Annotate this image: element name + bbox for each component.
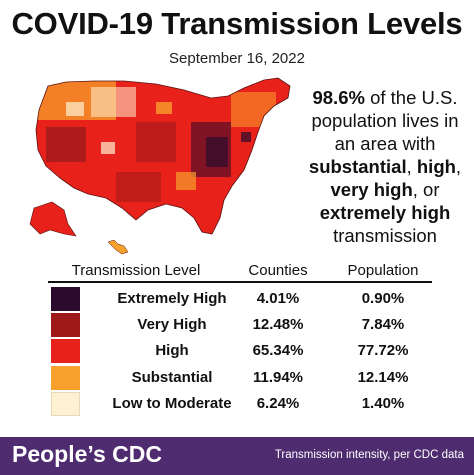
level-color-swatch (51, 313, 80, 338)
table-body: Extremely High 4.01% 0.90% Very High 12.48% 7… (38, 285, 438, 416)
level-color-swatch (51, 391, 80, 416)
row-population-value: 1.40% (361, 394, 405, 412)
callout-comma-1: , (406, 156, 417, 177)
callout-text-1: of the U.S. population lives in an area … (311, 87, 459, 154)
row-level-label: Extremely High (117, 290, 227, 307)
row-counties-value: 11.94% (252, 368, 304, 386)
row-population-value: 7.84% (361, 316, 405, 334)
table-header: Transmission Level Counties Population (38, 259, 438, 285)
chart-title: COVID-19 Transmission Levels (11, 6, 463, 41)
callout-comma-2: , (455, 156, 462, 177)
row-counties-value: 65.34% (252, 342, 304, 360)
callout-percent: 98.6% (312, 87, 365, 108)
row-level-label: Low to Moderate (112, 394, 232, 412)
hawaii-shape (107, 239, 129, 255)
level-color-swatch (51, 365, 80, 390)
map-counties (36, 78, 290, 234)
source-note: Transmission intensity, per CDC data (274, 449, 464, 461)
population-callout: 98.6% of the U.S. population lives in an… (300, 86, 470, 247)
header-divider (48, 281, 432, 283)
row-level-label: Very High (137, 316, 207, 334)
row-level-label: Substantial (131, 368, 213, 386)
header-transmission-level: Transmission Level (71, 262, 201, 279)
footer-bar: People’s CDC Transmission intensity, per… (0, 437, 474, 475)
table-row: Extremely High 4.01% 0.90% (38, 285, 438, 311)
table-row: Low to Moderate 6.24% 1.40% (38, 390, 438, 416)
callout-extremely-high: extremely high (319, 202, 451, 223)
header-population: Population (347, 262, 419, 279)
table-row: High 65.34% 77.72% (38, 337, 438, 364)
level-color-swatch (51, 287, 80, 311)
table-row: Substantial 11.94% 12.14% (38, 364, 438, 390)
brand-logo-text: People’s CDC (12, 441, 162, 467)
callout-or: , or (412, 179, 440, 200)
callout-substantial: substantial (308, 156, 407, 177)
callout-text-2: transmission (333, 225, 437, 246)
callout-high: high (416, 156, 456, 177)
row-population-value: 12.14% (357, 368, 409, 386)
level-color-swatch (51, 339, 80, 364)
row-counties-value: 6.24% (256, 394, 300, 412)
us-county-transmission-map (29, 77, 291, 255)
chart-date: September 16, 2022 (169, 50, 305, 67)
callout-very-high: very high (330, 179, 413, 200)
alaska-shape (29, 201, 77, 237)
header-counties: Counties (248, 262, 308, 279)
row-counties-value: 12.48% (252, 316, 304, 334)
table-row: Very High 12.48% 7.84% (38, 311, 438, 338)
row-level-label: High (155, 342, 189, 360)
row-population-value: 0.90% (361, 290, 405, 307)
transmission-table: Transmission Level Counties Population E… (38, 259, 438, 416)
row-population-value: 77.72% (357, 342, 409, 360)
row-counties-value: 4.01% (256, 290, 300, 307)
